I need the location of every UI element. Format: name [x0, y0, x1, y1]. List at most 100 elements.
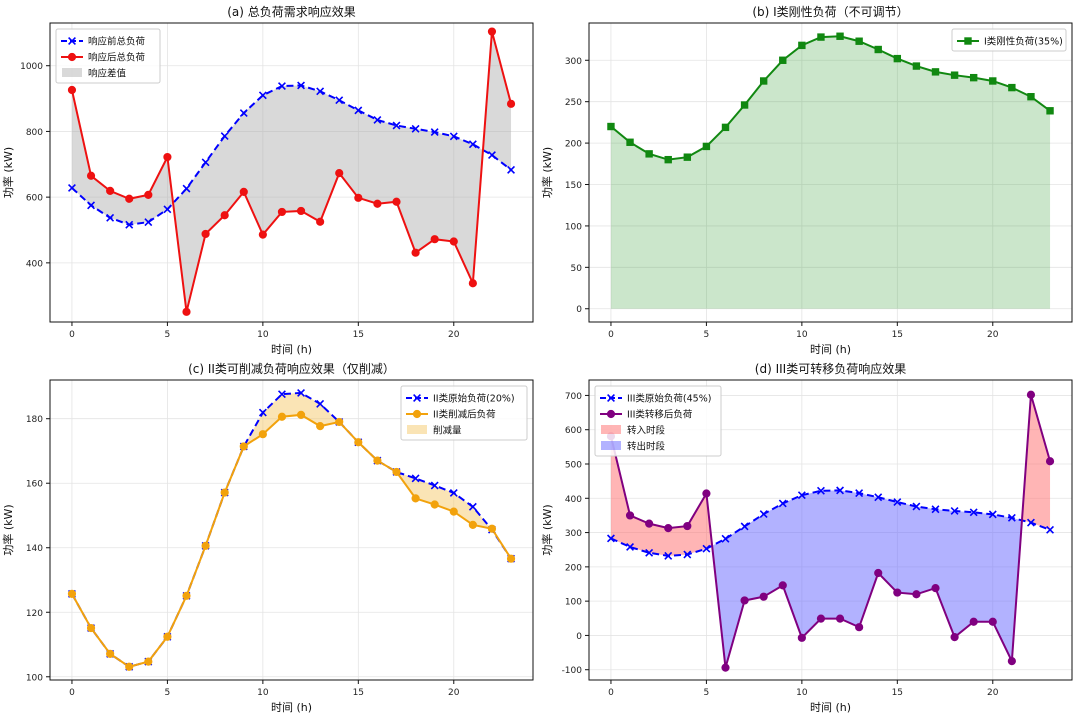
chart-panel-c: 0 5 10 15 20 100 120 140 160 180 (c) II类可削减负荷响应效果（… [1, 361, 534, 714]
data-point [87, 201, 96, 210]
x-tick-label: 20 [448, 688, 460, 698]
data-point [163, 152, 172, 162]
data-point [931, 505, 940, 514]
y-tick-label: 100 [565, 222, 582, 232]
data-point [740, 596, 749, 605]
data-point [950, 71, 959, 79]
data-point [163, 632, 172, 641]
x-tick-label: 10 [796, 330, 808, 340]
data-point [430, 128, 439, 137]
data-point [835, 614, 845, 623]
data-point [893, 498, 902, 507]
data-point [721, 123, 730, 132]
data-point [277, 390, 286, 399]
y-tick-label: 600 [26, 194, 43, 204]
data-point [125, 194, 134, 203]
x-axis-label: 时间 (h) [810, 343, 851, 356]
data-point [988, 617, 997, 626]
data-point [683, 521, 692, 531]
data-point [506, 554, 516, 563]
x-axis-label: 时间 (h) [271, 701, 312, 714]
y-tick-label: 800 [26, 128, 43, 138]
y-tick-label: 100 [26, 673, 43, 683]
y-tick-label: 100 [565, 598, 582, 608]
data-point [759, 510, 768, 519]
data-point [1046, 525, 1055, 534]
data-point [778, 581, 787, 590]
y-tick-label: 120 [26, 609, 43, 619]
y-tick-label: 0 [576, 305, 582, 315]
data-point [67, 589, 77, 598]
data-point [220, 132, 229, 140]
data-point [163, 205, 172, 214]
data-point [106, 213, 115, 222]
y-tick-label: 500 [565, 461, 582, 471]
x-tick-label: 20 [987, 688, 999, 698]
legend-marker [606, 409, 616, 419]
chart-title: (c) II类可削减负荷响应效果（仅削减） [188, 361, 395, 376]
data-point [468, 279, 477, 288]
x-tick-label: 10 [257, 330, 269, 340]
data-point [1007, 513, 1016, 522]
y-tick-label: 150 [565, 181, 582, 191]
x-tick-label: 10 [796, 688, 808, 698]
fill-region [610, 436, 713, 556]
data-point [606, 534, 615, 543]
data-point [373, 456, 382, 465]
legend-swatch [601, 441, 621, 450]
data-point [144, 190, 153, 199]
data-point [645, 548, 654, 557]
data-point [721, 534, 730, 543]
data-point [1045, 457, 1055, 466]
data-point [759, 77, 768, 85]
data-point [106, 649, 115, 658]
legend-swatch [601, 425, 621, 434]
series-line-1 [71, 413, 512, 668]
data-point [392, 467, 401, 477]
x-tick-label: 5 [165, 688, 171, 698]
data-point [449, 132, 458, 141]
x-tick-label: 0 [608, 688, 614, 698]
chart-title: (a) 总负荷需求响应效果 [227, 4, 356, 19]
data-point [258, 230, 267, 239]
data-point [702, 489, 711, 498]
data-point [201, 158, 210, 167]
data-point [855, 489, 864, 498]
plot-area [606, 390, 1055, 672]
y-tick-label: 140 [26, 544, 43, 554]
data-point [855, 623, 864, 632]
fill-region [610, 36, 1051, 309]
data-point [779, 56, 787, 64]
data-point [1026, 518, 1035, 527]
data-point [487, 524, 497, 533]
legend-label: 转入时段 [627, 425, 666, 437]
data-point [86, 171, 96, 180]
data-point [239, 109, 248, 117]
data-point [507, 165, 516, 174]
data-point [664, 551, 673, 560]
data-point [778, 499, 787, 508]
plot-area [607, 32, 1054, 309]
legend-label: II类削减后负荷 [433, 409, 496, 421]
data-point [297, 81, 306, 90]
x-tick-label: 5 [704, 330, 710, 340]
data-point [430, 500, 439, 509]
data-point [625, 511, 635, 520]
legend-marker [964, 37, 972, 45]
x-tick-label: 20 [448, 330, 460, 340]
data-point [721, 663, 730, 672]
data-point [683, 153, 692, 161]
data-point [645, 150, 653, 158]
data-point [239, 187, 248, 196]
data-point [373, 199, 382, 208]
y-tick-label: 50 [571, 264, 583, 274]
legend-label: I类刚性负荷(35%) [984, 36, 1063, 48]
plot-area [67, 27, 516, 316]
y-tick-label: 400 [26, 259, 43, 269]
legend-label: 响应差值 [88, 68, 127, 80]
data-point [950, 507, 959, 515]
data-point [86, 623, 96, 633]
legend-swatch [407, 425, 427, 434]
